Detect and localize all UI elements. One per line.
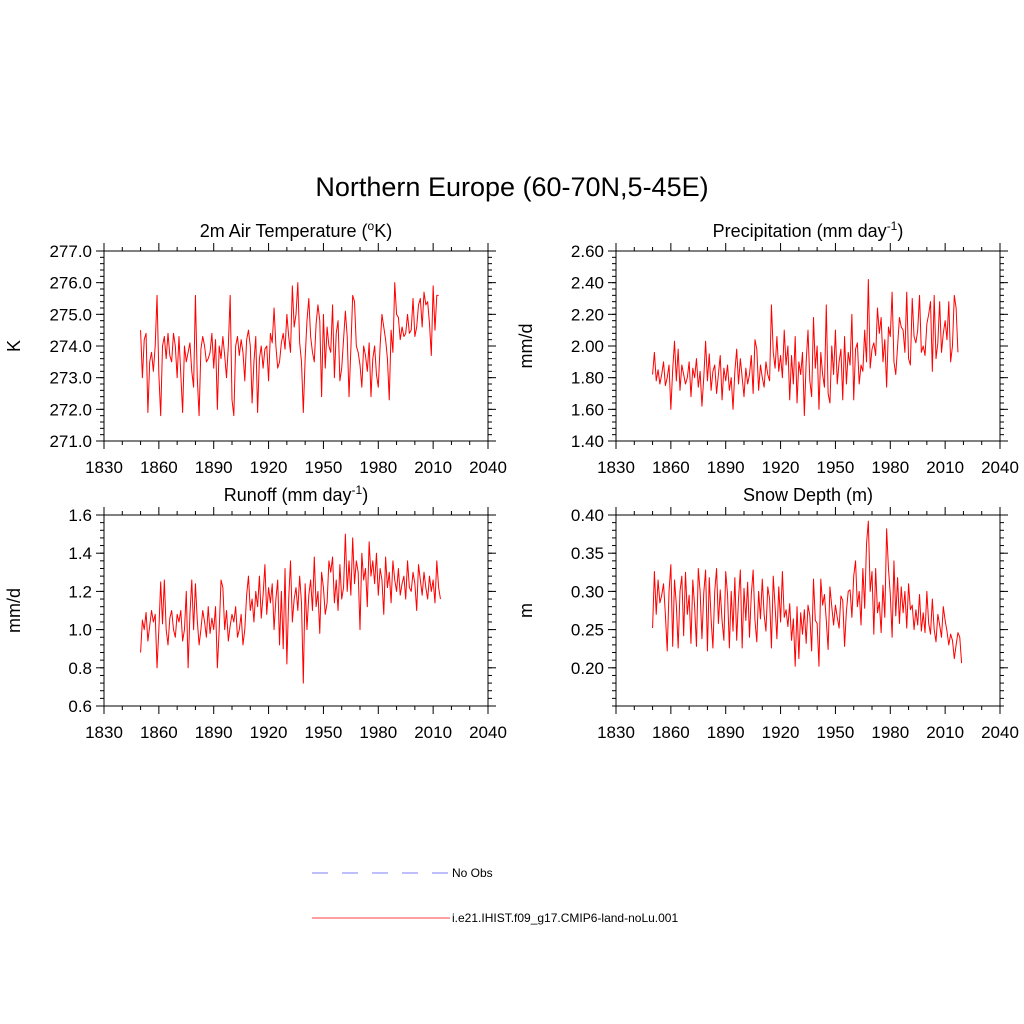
- y-tick-label: 1.2: [68, 582, 92, 601]
- series-line: [652, 279, 959, 417]
- x-tick-label: 1950: [305, 723, 343, 742]
- panel-title-main: 2m Air Temperature (: [200, 221, 368, 241]
- x-tick-label: 1920: [762, 723, 800, 742]
- x-tick-label: 2040: [981, 723, 1019, 742]
- panel-title-main: Runoff (mm day: [224, 485, 352, 505]
- x-tick-label: 2010: [926, 723, 964, 742]
- y-tick-label: 0.6: [68, 697, 92, 716]
- panel-title-superscript: -1: [887, 219, 898, 233]
- panel-title: Runoff (mm day-1): [224, 483, 368, 505]
- x-tick-label: 2040: [469, 723, 507, 742]
- y-tick-label: 1.6: [68, 506, 92, 525]
- panel-title: Snow Depth (m): [743, 485, 873, 505]
- y-tick-label: 1.40: [571, 432, 604, 451]
- x-tick-label: 1860: [652, 723, 690, 742]
- y-tick-label: 1.60: [571, 400, 604, 419]
- legend-label-2: i.e21.IHIST.f09_g17.CMIP6-land-noLu.001: [452, 911, 678, 925]
- panel-title-tail: ): [362, 485, 368, 505]
- y-tick-label: 0.25: [571, 621, 604, 640]
- series-line: [652, 520, 963, 667]
- y-tick-label: 277.0: [49, 242, 92, 261]
- x-tick-label: 2040: [469, 458, 507, 477]
- chart-panel-3: Runoff (mm day-1) mm/d 1830 1860 1890 1920 195…: [4, 483, 507, 742]
- y-tick-label: 0.35: [571, 544, 604, 563]
- y-tick-label: 272.0: [49, 400, 92, 419]
- x-tick-label: 1980: [871, 458, 909, 477]
- x-tick-label: 1890: [707, 723, 745, 742]
- x-tick-label: 2010: [926, 458, 964, 477]
- panel-title-main: Snow Depth (m): [743, 485, 873, 505]
- chart-panel-2: Precipitation (mm day-1) mm/d 1830 1860 1890…: [516, 219, 1019, 477]
- x-tick-label: 1860: [652, 458, 690, 477]
- x-tick-label: 2010: [414, 458, 452, 477]
- y-tick-label: 2.00: [571, 337, 604, 356]
- y-tick-label: 2.20: [571, 305, 604, 324]
- y-tick-label: 2.60: [571, 242, 604, 261]
- y-axis-label: mm/d: [4, 588, 24, 633]
- panel-title-tail: ): [897, 221, 903, 241]
- y-tick-label: 2.40: [571, 274, 604, 293]
- y-tick-label: 1.4: [68, 544, 92, 563]
- panel-title-superscript: o: [368, 219, 375, 233]
- x-tick-label: 1890: [707, 458, 745, 477]
- x-tick-label: 2010: [414, 723, 452, 742]
- chart-panel-1: 2m Air Temperature (oK) K 1830 1860 1890 1920…: [4, 219, 507, 477]
- y-tick-label: 275.0: [49, 305, 92, 324]
- y-tick-label: 274.0: [49, 337, 92, 356]
- x-tick-label: 1920: [250, 723, 288, 742]
- x-tick-label: 1830: [85, 458, 123, 477]
- y-axis-label: mm/d: [516, 324, 536, 369]
- x-tick-label: 1830: [597, 458, 635, 477]
- x-tick-label: 1980: [359, 723, 397, 742]
- y-tick-label: 1.0: [68, 621, 92, 640]
- legend-label-1: No Obs: [452, 866, 493, 880]
- series-line: [140, 282, 439, 417]
- y-tick-label: 0.8: [68, 659, 92, 678]
- x-tick-label: 1830: [85, 723, 123, 742]
- chart-panels: 2m Air Temperature (oK) K 1830 1860 1890 1920…: [4, 219, 1019, 742]
- panel-title-superscript: -1: [352, 483, 363, 497]
- x-tick-label: 2040: [981, 458, 1019, 477]
- x-tick-label: 1950: [305, 458, 343, 477]
- panel-title: Precipitation (mm day-1): [713, 219, 904, 241]
- x-tick-label: 1950: [817, 723, 855, 742]
- x-tick-label: 1980: [871, 723, 909, 742]
- x-tick-label: 1950: [817, 458, 855, 477]
- y-tick-label: 0.40: [571, 506, 604, 525]
- y-tick-label: 276.0: [49, 274, 92, 293]
- x-tick-label: 1920: [762, 458, 800, 477]
- x-tick-label: 1890: [195, 458, 233, 477]
- y-tick-label: 0.30: [571, 582, 604, 601]
- y-axis-label: m: [516, 603, 536, 618]
- figure-title: Northern Europe (60-70N,5-45E): [315, 172, 708, 202]
- y-tick-label: 271.0: [49, 432, 92, 451]
- x-tick-label: 1980: [359, 458, 397, 477]
- y-tick-label: 0.20: [571, 659, 604, 678]
- x-tick-label: 1860: [140, 723, 178, 742]
- plot-frame: [103, 514, 489, 707]
- x-tick-label: 1890: [195, 723, 233, 742]
- plot-frame: [615, 514, 1001, 707]
- x-tick-label: 1860: [140, 458, 178, 477]
- panel-title-tail: K): [374, 221, 392, 241]
- series-line: [140, 533, 441, 684]
- y-axis-label: K: [4, 340, 24, 352]
- x-tick-label: 1830: [597, 723, 635, 742]
- legend: No Obs i.e21.IHIST.f09_g17.CMIP6-land-noL…: [312, 866, 678, 925]
- x-tick-label: 1920: [250, 458, 288, 477]
- chart-panel-4: Snow Depth (m) m 1830 1860 1890 1920 1950 1980 2…: [516, 485, 1019, 742]
- y-tick-label: 1.80: [571, 369, 604, 388]
- panel-title-main: Precipitation (mm day: [713, 221, 887, 241]
- y-tick-label: 273.0: [49, 369, 92, 388]
- panel-title: 2m Air Temperature (oK): [200, 219, 392, 241]
